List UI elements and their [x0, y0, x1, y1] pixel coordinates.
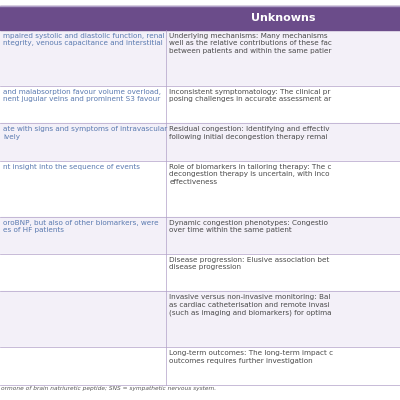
Text: ormone of brain natriuretic peptide; SNS = sympathetic nervous system.: ormone of brain natriuretic peptide; SNS…: [1, 386, 216, 391]
Text: Underlying mechanisms: Many mechanisms
well as the relative contributions of the: Underlying mechanisms: Many mechanisms w…: [169, 33, 332, 54]
Text: Dynamic congestion phenotypes: Congestio
over time within the same patient: Dynamic congestion phenotypes: Congestio…: [169, 220, 328, 233]
Text: Long-term outcomes: The long-term impact c
outcomes requires further investigati: Long-term outcomes: The long-term impact…: [169, 350, 333, 364]
Text: Role of biomarkers in tailoring therapy: The c
decongestion therapy is uncertain: Role of biomarkers in tailoring therapy:…: [169, 164, 332, 184]
Text: and malabsorption favour volume overload,
nent jugular veins and prominent S3 fa: and malabsorption favour volume overload…: [3, 89, 161, 102]
Text: Unknowns: Unknowns: [251, 13, 315, 23]
Text: Inconsistent symptomatology: The clinical pr
posing challenges in accurate asses: Inconsistent symptomatology: The clinica…: [169, 89, 332, 102]
Text: Residual congestion: Identifying and effectiv
following initial decongestion the: Residual congestion: Identifying and eff…: [169, 126, 330, 140]
Text: nt insight into the sequence of events: nt insight into the sequence of events: [3, 164, 140, 170]
Bar: [0, 30, 400, 86]
Bar: [0, 86, 400, 123]
Bar: [0, 123, 400, 161]
Text: Invasive versus non-invasive monitoring: Bal
as cardiac catheterisation and remo: Invasive versus non-invasive monitoring:…: [169, 294, 332, 316]
Bar: [0, 6, 400, 30]
Text: Disease progression: Elusive association bet
disease progression: Disease progression: Elusive association…: [169, 257, 330, 270]
Bar: [0, 217, 400, 254]
Bar: [0, 254, 400, 292]
Bar: [0, 161, 400, 217]
Bar: [0, 292, 400, 348]
Text: ate with signs and symptoms of intravascular
ively: ate with signs and symptoms of intravasc…: [3, 126, 168, 140]
Bar: [0, 348, 400, 385]
Text: oroBNP, but also of other biomarkers, were
es of HF patients: oroBNP, but also of other biomarkers, we…: [3, 220, 159, 233]
Text: mpaired systolic and diastolic function, renal
ntegrity, venous capacitance and : mpaired systolic and diastolic function,…: [3, 33, 165, 46]
